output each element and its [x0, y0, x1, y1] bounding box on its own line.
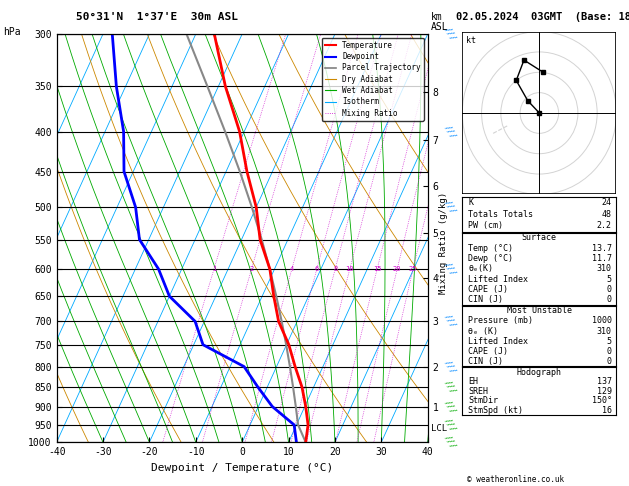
Text: Lifted Index: Lifted Index — [469, 337, 528, 346]
Text: 50°31'N  1°37'E  30m ASL: 50°31'N 1°37'E 30m ASL — [76, 12, 238, 22]
Text: Mixing Ratio (g/kg): Mixing Ratio (g/kg) — [439, 192, 448, 294]
Text: 0: 0 — [607, 295, 612, 304]
Text: Totals Totals: Totals Totals — [469, 210, 533, 219]
Text: Most Unstable: Most Unstable — [507, 306, 572, 315]
Text: ///: /// — [442, 398, 457, 415]
Text: 11.7: 11.7 — [592, 254, 612, 263]
Legend: Temperature, Dewpoint, Parcel Trajectory, Dry Adiabat, Wet Adiabat, Isotherm, Mi: Temperature, Dewpoint, Parcel Trajectory… — [321, 38, 424, 121]
Text: 310: 310 — [597, 264, 612, 273]
Text: Pressure (mb): Pressure (mb) — [469, 316, 533, 326]
Text: 2: 2 — [249, 266, 253, 272]
Text: ///: /// — [442, 358, 457, 375]
Text: hPa: hPa — [3, 27, 21, 37]
Text: StmDir: StmDir — [469, 396, 498, 405]
Text: ///: /// — [442, 416, 457, 434]
Text: 129: 129 — [597, 387, 612, 396]
Text: 48: 48 — [602, 210, 612, 219]
Text: CAPE (J): CAPE (J) — [469, 285, 508, 294]
Text: 0: 0 — [607, 285, 612, 294]
Text: SREH: SREH — [469, 387, 489, 396]
Text: 0: 0 — [607, 357, 612, 366]
Text: kt: kt — [466, 35, 476, 45]
Text: 16: 16 — [602, 406, 612, 415]
Text: Lifted Index: Lifted Index — [469, 275, 528, 283]
Text: 6: 6 — [314, 266, 319, 272]
Text: K: K — [469, 198, 474, 207]
Text: θₑ (K): θₑ (K) — [469, 327, 498, 335]
Text: 5: 5 — [607, 275, 612, 283]
Text: ///: /// — [442, 123, 457, 140]
Text: 1: 1 — [212, 266, 216, 272]
Text: Dewp (°C): Dewp (°C) — [469, 254, 513, 263]
Text: 25: 25 — [409, 266, 417, 272]
Text: 4: 4 — [290, 266, 294, 272]
Text: ///: /// — [442, 379, 457, 396]
Text: 02.05.2024  03GMT  (Base: 18): 02.05.2024 03GMT (Base: 18) — [456, 12, 629, 22]
Text: ///: /// — [442, 198, 457, 216]
Text: 13.7: 13.7 — [592, 243, 612, 253]
Text: CIN (J): CIN (J) — [469, 357, 503, 366]
Text: Temp (°C): Temp (°C) — [469, 243, 513, 253]
Text: EH: EH — [469, 377, 479, 386]
Text: 8: 8 — [333, 266, 337, 272]
Text: 24: 24 — [602, 198, 612, 207]
Text: CIN (J): CIN (J) — [469, 295, 503, 304]
Text: 310: 310 — [597, 327, 612, 335]
Text: 20: 20 — [393, 266, 401, 272]
Text: © weatheronline.co.uk: © weatheronline.co.uk — [467, 474, 564, 484]
Text: 150°: 150° — [592, 396, 612, 405]
Text: ///: /// — [442, 312, 457, 330]
Text: km: km — [431, 12, 443, 22]
Text: 137: 137 — [597, 377, 612, 386]
Text: Surface: Surface — [522, 233, 557, 243]
Text: 0: 0 — [607, 347, 612, 356]
Text: ///: /// — [442, 25, 457, 43]
Text: StmSpd (kt): StmSpd (kt) — [469, 406, 523, 415]
Text: θₑ(K): θₑ(K) — [469, 264, 494, 273]
Text: 10: 10 — [345, 266, 354, 272]
Text: ///: /// — [442, 434, 457, 451]
Text: ASL: ASL — [431, 22, 448, 32]
Text: 15: 15 — [373, 266, 381, 272]
Text: ///: /// — [442, 260, 457, 278]
Text: Hodograph: Hodograph — [517, 368, 562, 377]
Text: LCL: LCL — [431, 424, 448, 433]
Text: PW (cm): PW (cm) — [469, 222, 503, 230]
Text: CAPE (J): CAPE (J) — [469, 347, 508, 356]
Text: 1000: 1000 — [592, 316, 612, 326]
X-axis label: Dewpoint / Temperature (°C): Dewpoint / Temperature (°C) — [151, 463, 333, 473]
Text: 2.2: 2.2 — [597, 222, 612, 230]
Text: 5: 5 — [607, 337, 612, 346]
